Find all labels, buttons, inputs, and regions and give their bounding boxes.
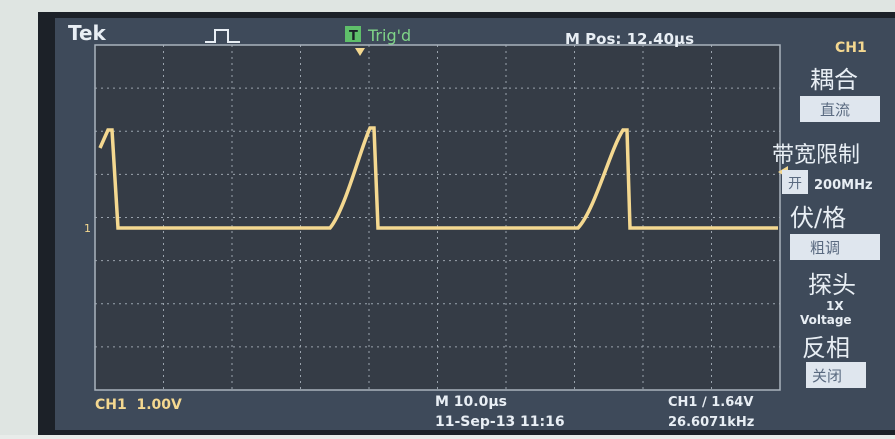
menu-value: 粗调	[810, 239, 840, 257]
trigger-level: CH1 ∕ 1.64V	[668, 395, 753, 410]
channel-scale: CH1 1.00V	[95, 397, 182, 413]
menu-label: 伏/格	[790, 204, 846, 232]
menu-value: 200MHz	[814, 178, 873, 193]
menu-label: 反相	[802, 334, 850, 362]
datetime: 11-Sep-13 11:16	[435, 414, 565, 430]
brand: Tek	[68, 21, 107, 45]
menu-label: 耦合	[810, 66, 858, 94]
menu-channel: CH1	[835, 40, 867, 56]
menu-sub: Voltage	[800, 313, 852, 327]
trigger-icon: T	[349, 29, 358, 44]
menu-value: 1X	[826, 299, 844, 313]
menu-state: 开	[788, 176, 802, 192]
frequency: 26.6071kHz	[668, 415, 754, 430]
time-scale: M 10.0µs	[435, 394, 507, 410]
menu-value: 关闭	[812, 367, 842, 385]
menu-value: 直流	[820, 101, 850, 119]
trigger-status: Trig'd	[367, 26, 411, 45]
ground-marker: 1	[84, 222, 91, 235]
menu-label: 带宽限制	[772, 143, 860, 168]
horizontal-position: M Pos: 12.40µs	[565, 30, 694, 48]
menu-label: 探头	[808, 271, 856, 299]
oscilloscope: 1 Tek T Trig'd M Pos: 12.40µs CH1 耦合 直流 …	[0, 0, 895, 435]
